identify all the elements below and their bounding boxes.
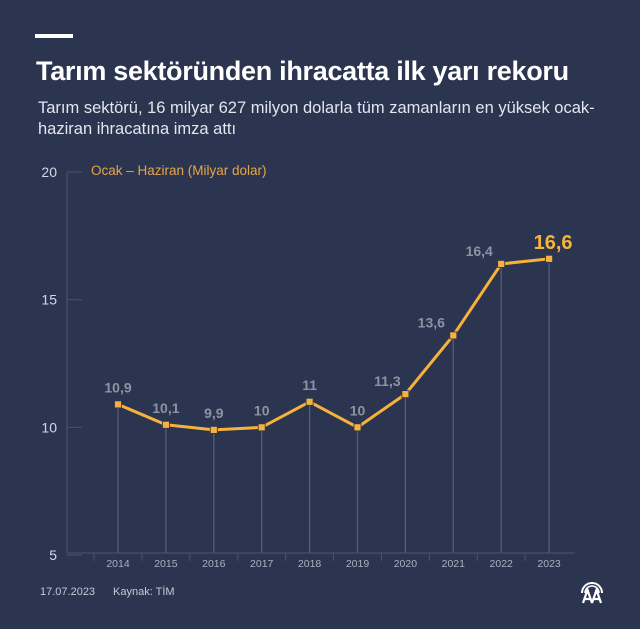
data-value-label: 10,1	[152, 400, 179, 416]
x-tick-label: 2023	[537, 558, 561, 570]
legend-label: Ocak – Haziran (Milyar dolar)	[91, 163, 267, 178]
data-point-marker	[209, 425, 218, 434]
data-point-marker	[401, 390, 410, 399]
data-point-marker	[257, 423, 266, 432]
y-tick-label: 10	[41, 419, 57, 435]
drop-lines	[117, 258, 550, 553]
x-tick-label: 2015	[154, 558, 178, 570]
y-tick-label: 20	[41, 164, 57, 180]
x-tick-label: 2020	[394, 558, 418, 570]
aa-logo-icon	[581, 582, 603, 604]
data-point-marker	[497, 260, 506, 268]
y-tick-label: 5	[49, 547, 57, 563]
axes: 5 10 15 20 2014 2015 2016 2017 2018 2019 2020 2021 2…	[41, 164, 575, 570]
highlight-value-label: 16,6	[534, 232, 573, 254]
data-value-label: 11	[302, 377, 317, 393]
chart-subtitle: Tarım sektörü, 16 milyar 627 milyon dola…	[38, 99, 595, 138]
x-tick-label: 2016	[202, 558, 226, 570]
data-value-label: 10	[350, 402, 366, 418]
y-tick-label: 15	[41, 292, 57, 308]
data-value-label: 11,3	[374, 373, 401, 389]
publish-date: 17.07.2023	[40, 586, 96, 598]
data-value-label: 16,4	[466, 243, 493, 259]
x-tick-label: 2018	[298, 558, 322, 570]
data-value-label: 10	[254, 402, 270, 418]
data-value-label: 13,6	[418, 314, 445, 330]
x-tick-label: 2017	[250, 558, 274, 570]
data-point-marker	[545, 254, 553, 263]
data-line	[114, 254, 553, 434]
chart-title: Tarım sektöründen ihracatta ilk yarı rek…	[36, 56, 569, 86]
x-tick-label: 2019	[346, 558, 370, 570]
data-point-marker	[114, 400, 122, 409]
data-point-marker	[449, 331, 458, 340]
series-line	[117, 257, 550, 432]
title-accent-bar	[35, 34, 73, 38]
data-labels: 10,9 10,1 9,9 10 11 10 11,3 13,6 16,4 16,6	[104, 232, 572, 421]
x-tick-label: 2022	[490, 558, 514, 570]
x-tick-label: 2014	[106, 558, 130, 570]
data-value-label: 9,9	[204, 405, 224, 421]
data-point-marker	[353, 423, 362, 432]
x-tick-label: 2021	[442, 558, 466, 570]
data-value-label: 10,9	[104, 379, 131, 395]
data-point-marker	[305, 397, 314, 406]
data-point-marker	[161, 420, 170, 429]
source-label: Kaynak: TİM	[113, 586, 175, 598]
